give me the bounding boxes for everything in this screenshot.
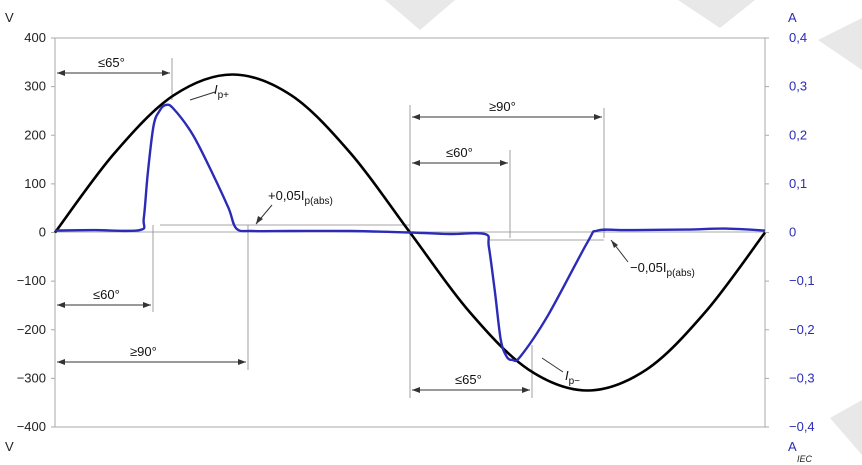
label-ip-minus: Ip−	[565, 368, 580, 387]
left-unit-bottom: V	[5, 439, 14, 454]
corner-decoration	[678, 0, 755, 28]
left-tick-label: −300	[17, 370, 46, 385]
left-tick-label: 400	[24, 30, 46, 45]
leader-lines	[189, 91, 629, 373]
right-unit-top: A	[788, 10, 797, 25]
source-mark: IEC	[797, 454, 813, 464]
corner-decoration	[385, 0, 455, 30]
corner-decoration	[830, 400, 862, 455]
current-series	[54, 103, 766, 363]
right-tick-label: 0,3	[789, 79, 807, 94]
angle-label-le60-right: ≤60°	[446, 145, 473, 160]
left-tick-label: 200	[24, 127, 46, 142]
left-tick-label: 100	[24, 176, 46, 191]
angle-label-le65-bottom: ≤65°	[455, 372, 482, 387]
right-tick-label: −0,4	[789, 419, 815, 434]
label-ip-plus: Ip+	[214, 82, 229, 101]
right-tick-label: −0,1	[789, 273, 815, 288]
right-axis: 0,4 0,3 0,2 0,1 0 −0,1 −0,2 −0,3 −0,4	[765, 30, 815, 434]
left-axis: 400 300 200 100 0 −100 −200 −300 −400	[17, 30, 55, 434]
right-tick-label: −0,3	[789, 370, 815, 385]
left-tick-label: −400	[17, 419, 46, 434]
angle-label-le60-left: ≤60°	[93, 287, 120, 302]
left-tick-label: −100	[17, 273, 46, 288]
angle-label-le65-top: ≤65°	[98, 55, 125, 70]
left-tick-label: 300	[24, 79, 46, 94]
dimension-arrows	[57, 70, 602, 393]
label-minus-005-ip-abs: −0,05Ip(abs)	[630, 260, 695, 279]
right-tick-label: 0	[789, 225, 796, 240]
right-tick-label: 0,2	[789, 127, 807, 142]
left-tick-label: 0	[39, 225, 46, 240]
angle-label-ge90-right: ≥90°	[489, 99, 516, 114]
left-tick-label: −200	[17, 322, 46, 337]
left-unit-top: V	[5, 10, 14, 25]
right-tick-label: −0,2	[789, 322, 815, 337]
label-plus-005-ip-abs: +0,05Ip(abs)	[268, 188, 333, 207]
guide-lines	[152, 58, 605, 398]
angle-label-ge90-left: ≥90°	[130, 344, 157, 359]
right-unit-bottom: A	[788, 439, 797, 454]
right-tick-label: 0,4	[789, 30, 807, 45]
corner-decoration	[818, 18, 862, 70]
right-tick-label: 0,1	[789, 176, 807, 191]
